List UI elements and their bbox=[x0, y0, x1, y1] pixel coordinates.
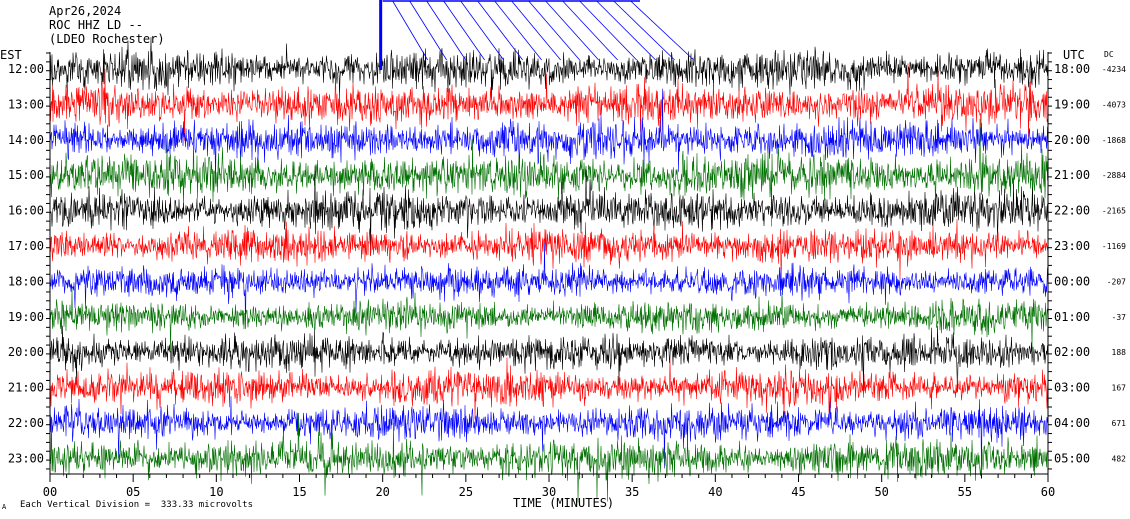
dc-value-19:00: -4073 bbox=[1102, 100, 1126, 109]
utc-label-03:00: 03:00 bbox=[1054, 381, 1090, 395]
utc-label-18:00: 18:00 bbox=[1054, 62, 1090, 76]
event-fan-line bbox=[494, 0, 542, 61]
dc-axis-label: DC bbox=[1104, 50, 1114, 59]
dc-value-05:00: 482 bbox=[1112, 454, 1127, 463]
est-label-21:00: 21:00 bbox=[8, 381, 44, 395]
est-label-14:00: 14:00 bbox=[8, 133, 44, 147]
dc-value-20:00: -1868 bbox=[1102, 136, 1126, 145]
event-fan-line bbox=[426, 0, 467, 61]
x-tick-label-25: 25 bbox=[459, 485, 473, 499]
corner-mark: A bbox=[2, 503, 7, 511]
x-tick-label-30: 30 bbox=[542, 485, 556, 499]
dc-value-21:00: -2884 bbox=[1102, 171, 1126, 180]
dc-value-04:00: 671 bbox=[1112, 419, 1127, 428]
x-tick-label-45: 45 bbox=[791, 485, 805, 499]
dc-value-03:00: 167 bbox=[1112, 384, 1127, 393]
event-fan-line bbox=[460, 0, 504, 61]
dc-value-23:00: -1169 bbox=[1102, 242, 1126, 251]
x-tick-label-00: 00 bbox=[43, 485, 57, 499]
utc-label-01:00: 01:00 bbox=[1054, 310, 1090, 324]
dc-value-18:00: -4234 bbox=[1102, 65, 1126, 74]
station-label: ROC HHZ LD -- bbox=[49, 18, 143, 32]
utc-label-21:00: 21:00 bbox=[1054, 168, 1090, 182]
utc-label-23:00: 23:00 bbox=[1054, 239, 1090, 253]
network-label: (LDEO Rochester) bbox=[49, 32, 165, 46]
x-tick-label-35: 35 bbox=[625, 485, 639, 499]
event-fan-line bbox=[613, 0, 675, 61]
dc-value-22:00: -2165 bbox=[1102, 207, 1126, 216]
trace-row-23:00 bbox=[49, 412, 1049, 503]
event-fan-line bbox=[596, 0, 656, 61]
x-tick-label-40: 40 bbox=[708, 485, 722, 499]
dc-value-00:00: -207 bbox=[1107, 277, 1126, 286]
utc-label-05:00: 05:00 bbox=[1054, 451, 1090, 465]
trace-row-14:00 bbox=[49, 88, 1049, 184]
trace-row-22:00 bbox=[49, 396, 1049, 479]
utc-axis-label: UTC bbox=[1063, 48, 1085, 62]
est-label-18:00: 18:00 bbox=[8, 274, 44, 288]
event-fan-line bbox=[545, 0, 599, 61]
est-label-17:00: 17:00 bbox=[8, 239, 44, 253]
x-tick-label-50: 50 bbox=[874, 485, 888, 499]
utc-label-00:00: 00:00 bbox=[1054, 274, 1090, 288]
trace-row-18:00 bbox=[49, 242, 1049, 329]
x-tick-label-05: 05 bbox=[126, 485, 140, 499]
dc-value-01:00: -37 bbox=[1112, 313, 1127, 322]
x-tick-label-55: 55 bbox=[958, 485, 972, 499]
x-tick-label-15: 15 bbox=[292, 485, 306, 499]
event-fan-line bbox=[392, 0, 429, 61]
event-spike-lines bbox=[379, 0, 694, 70]
trace-row-19:00 bbox=[49, 288, 1049, 351]
event-fan-line bbox=[579, 0, 637, 61]
trace-row-13:00 bbox=[49, 63, 1049, 141]
x-axis-ticks: 00 05 10 15 20 25 30 35 40 45 50 55 60 bbox=[43, 474, 1055, 499]
x-tick-label-60: 60 bbox=[1041, 485, 1055, 499]
trace-row-16:00 bbox=[49, 165, 1049, 256]
event-fan-line bbox=[630, 0, 694, 61]
plot-frame bbox=[49, 52, 1049, 475]
scale-note: Each Vertical Division = 333.33 microvol… bbox=[20, 500, 253, 510]
trace-row-12:00 bbox=[49, 37, 1049, 100]
trace-row-21:00 bbox=[49, 357, 1049, 422]
event-fan-line bbox=[477, 0, 523, 61]
trace-row-15:00 bbox=[49, 118, 1049, 227]
est-label-19:00: 19:00 bbox=[8, 310, 44, 324]
x-tick-label-20: 20 bbox=[375, 485, 389, 499]
event-fan-line bbox=[409, 0, 448, 61]
event-fan-line bbox=[562, 0, 618, 61]
trace-row-17:00 bbox=[49, 219, 1049, 281]
est-label-12:00: 12:00 bbox=[8, 62, 44, 76]
dc-value-02:00: 188 bbox=[1112, 348, 1127, 357]
utc-label-04:00: 04:00 bbox=[1054, 416, 1090, 430]
est-label-16:00: 16:00 bbox=[8, 204, 44, 218]
utc-label-20:00: 20:00 bbox=[1054, 133, 1090, 147]
est-label-23:00: 23:00 bbox=[8, 451, 44, 465]
x-axis-title: TIME (MINUTES) bbox=[513, 496, 614, 510]
event-fan-line bbox=[511, 0, 561, 61]
date-label: Apr26,2024 bbox=[49, 4, 122, 18]
trace-row-20:00 bbox=[49, 325, 1049, 393]
est-axis-label: EST bbox=[0, 48, 22, 62]
est-label-15:00: 15:00 bbox=[8, 168, 44, 182]
est-label-22:00: 22:00 bbox=[8, 416, 44, 430]
utc-label-19:00: 19:00 bbox=[1054, 97, 1090, 111]
event-fan-line bbox=[443, 0, 485, 61]
y-axis-ticks: 12:00 18:00 -4234 13:00 19:00 -4073 14:00 20:00… bbox=[8, 52, 1127, 470]
event-fan-line bbox=[528, 0, 580, 61]
x-tick-label-10: 10 bbox=[209, 485, 223, 499]
seismogram-traces bbox=[49, 37, 1049, 503]
est-label-20:00: 20:00 bbox=[8, 345, 44, 359]
est-label-13:00: 13:00 bbox=[8, 97, 44, 111]
utc-label-22:00: 22:00 bbox=[1054, 204, 1090, 218]
utc-label-02:00: 02:00 bbox=[1054, 345, 1090, 359]
